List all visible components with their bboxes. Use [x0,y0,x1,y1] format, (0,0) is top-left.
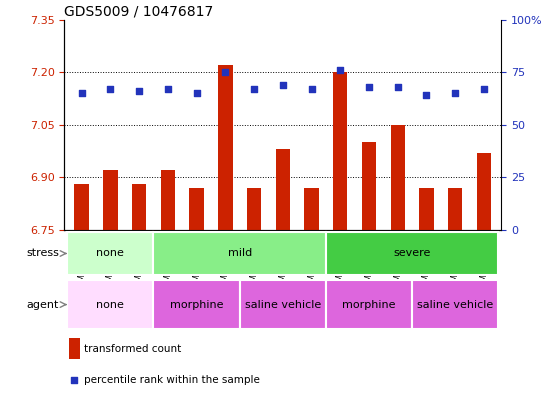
Text: transformed count: transformed count [84,343,181,354]
Point [393,84,402,90]
Bar [218,65,232,230]
Point [479,86,488,92]
Bar [326,280,412,329]
Bar [247,188,262,230]
Bar [240,280,326,329]
Bar [362,142,376,230]
Point [422,92,431,99]
Text: morphine: morphine [170,299,223,310]
Bar [189,188,204,230]
Text: agent: agent [26,299,59,310]
Point [70,376,79,383]
Bar [67,280,153,329]
Bar [412,280,498,329]
Point [106,86,115,92]
Point [77,90,86,96]
Text: severe: severe [394,248,431,259]
Text: saline vehicle: saline vehicle [417,299,493,310]
Bar [304,188,319,230]
Point [192,90,201,96]
Point [164,86,172,92]
Text: none: none [96,248,124,259]
Point [221,69,230,75]
Bar [67,232,153,275]
Text: stress: stress [26,248,59,259]
Bar [333,72,347,230]
Point [336,67,345,73]
Bar [69,338,80,360]
Bar [161,170,175,230]
Text: morphine: morphine [342,299,396,310]
Text: none: none [96,299,124,310]
Bar [132,184,146,230]
Bar [390,125,405,230]
Bar [326,232,498,275]
Bar [419,188,433,230]
Bar [153,280,240,329]
Point [307,86,316,92]
Bar [276,149,290,230]
Point [134,88,143,94]
Point [250,86,259,92]
Bar [477,153,491,230]
Bar [103,170,118,230]
Bar [74,184,89,230]
Point [451,90,460,96]
Bar [153,232,326,275]
Text: mild: mild [227,248,252,259]
Point [278,82,287,88]
Text: percentile rank within the sample: percentile rank within the sample [84,375,260,385]
Bar [448,188,463,230]
Text: GDS5009 / 10476817: GDS5009 / 10476817 [64,4,214,18]
Point [365,84,374,90]
Text: saline vehicle: saline vehicle [245,299,321,310]
